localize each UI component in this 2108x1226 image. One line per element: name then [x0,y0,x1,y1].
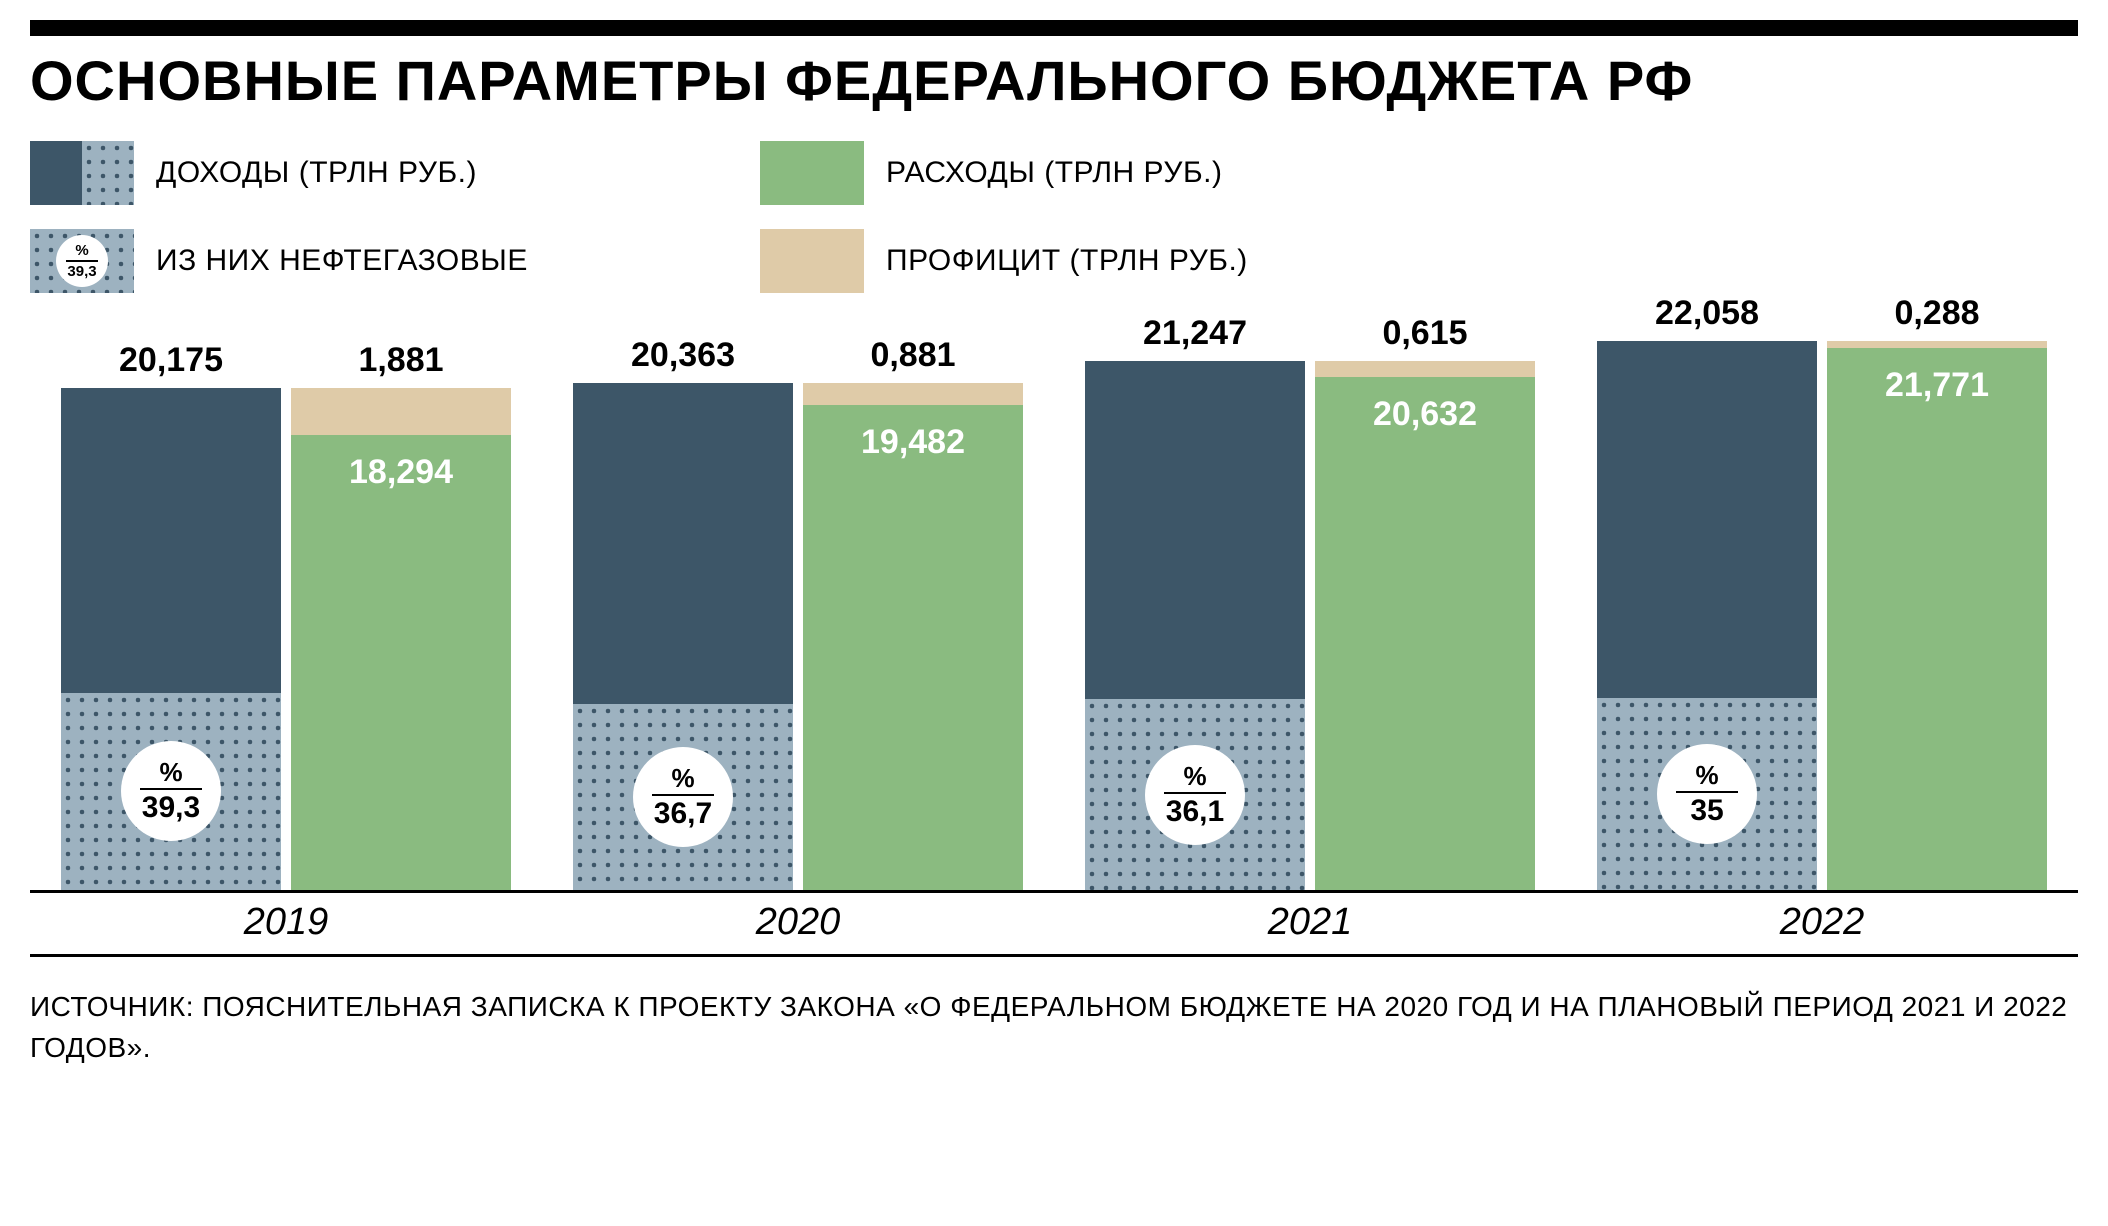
year-axis-label: 2021 [1054,893,1566,954]
legend-item-expenses: РАСХОДЫ (ТРЛН РУБ.) [760,141,1430,205]
legend: ДОХОДЫ (ТРЛН РУБ.) РАСХОДЫ (ТРЛН РУБ.) %… [30,141,1430,293]
expenses-segment: 19,482 [803,405,1023,890]
income-bar: 20,363%36,7 [573,383,793,890]
pct-divider [652,794,714,796]
source-text: ИСТОЧНИК: ПОЯСНИТЕЛЬНАЯ ЗАПИСКА К ПРОЕКТ… [30,987,2078,1068]
pct-symbol: % [75,243,88,258]
income-oilgas-segment: % 36,1 [1085,699,1305,890]
pct-divider [140,788,202,790]
income-non-oilgas-segment [1085,361,1305,699]
income-oilgas-segment: % 36,7 [573,704,793,890]
chart-title: ОСНОВНЫЕ ПАРАМЕТРЫ ФЕДЕРАЛЬНОГО БЮДЖЕТА … [30,48,2078,113]
income-oilgas-segment: % 39,3 [61,693,281,890]
oilgas-pct-value: 36,1 [1166,797,1224,827]
expenses-value-label: 21,771 [1827,366,2047,405]
surplus-segment [803,383,1023,405]
year-group: 21,247%36,10,61520,632 [1054,333,1566,890]
oilgas-pct-value: 35 [1690,796,1723,826]
pct-badge-sample: % 39,3 [56,235,108,287]
year-axis-label: 2019 [30,893,542,954]
chart: 20,175%39,31,88118,29420,363%36,70,88119… [30,333,2078,973]
pct-divider [66,260,97,262]
income-value-label: 21,247 [1085,314,1305,353]
pct-symbol: % [671,765,694,791]
income-value-label: 22,058 [1597,294,1817,333]
expenses-segment: 21,771 [1827,348,2047,890]
surplus-value-label: 0,615 [1315,314,1535,353]
expenses-bar: 0,61520,632 [1315,361,1535,890]
swatch-income-solid [30,141,82,205]
oilgas-pct-badge: % 36,1 [1145,745,1245,845]
legend-item-oilgas: % 39,3 ИЗ НИХ НЕФТЕГАЗОВЫЕ [30,229,700,293]
swatch-oilgas: % 39,3 [30,229,134,293]
legend-label-oilgas: ИЗ НИХ НЕФТЕГАЗОВЫЕ [156,244,528,278]
income-bar: 22,058%35 [1597,341,1817,890]
pct-symbol: % [159,759,182,785]
oilgas-pct-badge: % 36,7 [633,747,733,847]
oilgas-pct-badge: % 35 [1657,744,1757,844]
surplus-segment [1315,361,1535,376]
surplus-segment [1827,341,2047,348]
legend-item-surplus: ПРОФИЦИТ (ТРЛН РУБ.) [760,229,1430,293]
income-non-oilgas-segment [573,383,793,704]
income-oilgas-segment: % 35 [1597,698,1817,890]
surplus-value-label: 1,881 [291,341,511,380]
pct-sample-value: 39,3 [67,264,96,279]
income-value-label: 20,175 [61,341,281,380]
legend-label-expenses: РАСХОДЫ (ТРЛН РУБ.) [886,156,1222,190]
expenses-segment: 18,294 [291,435,511,890]
year-axis-label: 2022 [1566,893,2078,954]
year-group: 20,175%39,31,88118,294 [30,333,542,890]
oilgas-pct-value: 36,7 [654,799,712,829]
swatch-income [30,141,134,205]
legend-label-income: ДОХОДЫ (ТРЛН РУБ.) [156,156,477,190]
pct-symbol: % [1695,762,1718,788]
x-axis: 2019202020212022 [30,893,2078,957]
expenses-value-label: 19,482 [803,423,1023,462]
expenses-bar: 0,88119,482 [803,383,1023,890]
income-non-oilgas-segment [1597,341,1817,698]
legend-label-surplus: ПРОФИЦИТ (ТРЛН РУБ.) [886,244,1248,278]
legend-item-income: ДОХОДЫ (ТРЛН РУБ.) [30,141,700,205]
oilgas-pct-badge: % 39,3 [121,741,221,841]
surplus-value-label: 0,288 [1827,294,2047,333]
plot-area: 20,175%39,31,88118,29420,363%36,70,88119… [30,333,2078,893]
year-group: 20,363%36,70,88119,482 [542,333,1054,890]
pct-symbol: % [1183,763,1206,789]
expenses-bar: 1,88118,294 [291,388,511,890]
swatch-surplus [760,229,864,293]
expenses-segment: 20,632 [1315,377,1535,891]
income-non-oilgas-segment [61,388,281,693]
oilgas-pct-value: 39,3 [142,793,200,823]
pct-divider [1676,791,1738,793]
expenses-bar: 0,28821,771 [1827,341,2047,890]
year-group: 22,058%350,28821,771 [1566,333,2078,890]
top-rule [30,20,2078,36]
swatch-income-dotted [82,141,134,205]
surplus-value-label: 0,881 [803,336,1023,375]
year-axis-label: 2020 [542,893,1054,954]
expenses-value-label: 18,294 [291,453,511,492]
income-bar: 21,247%36,1 [1085,361,1305,890]
expenses-value-label: 20,632 [1315,395,1535,434]
income-value-label: 20,363 [573,336,793,375]
pct-divider [1164,792,1226,794]
surplus-segment [291,388,511,435]
income-bar: 20,175%39,3 [61,388,281,890]
swatch-expenses [760,141,864,205]
